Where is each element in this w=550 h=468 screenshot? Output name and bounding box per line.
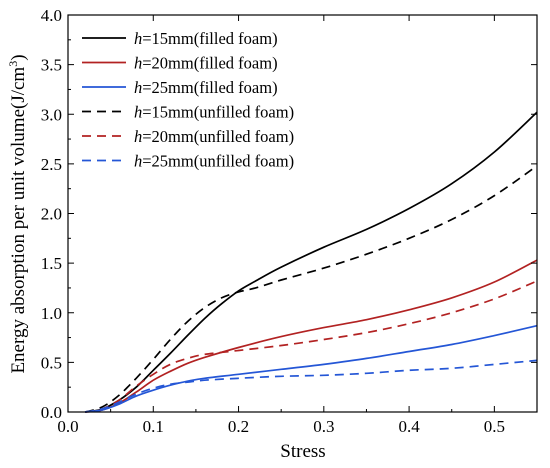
series-line-5	[84, 280, 538, 413]
y-tick-label: 1.0	[41, 304, 62, 323]
y-tick-label: 4.0	[41, 6, 62, 25]
y-tick-label: 0.5	[41, 353, 62, 372]
legend-label-italic: h	[134, 127, 142, 146]
legend: h=15mm(filled foam)h=20mm(filled foam)h=…	[82, 29, 294, 171]
x-tick-label: 0.3	[313, 417, 334, 436]
legend-label-4: h=15mm(unfilled foam)	[134, 103, 294, 122]
legend-label-italic: h	[134, 152, 142, 171]
legend-label-1: h=15mm(filled foam)	[134, 29, 278, 48]
legend-label-rest: =15mm(unfilled foam)	[142, 103, 294, 122]
legend-label-6: h=25mm(unfilled foam)	[134, 152, 294, 171]
legend-label-rest: =25mm(filled foam)	[142, 78, 277, 97]
y-tick-label: 3.5	[41, 56, 62, 75]
series-line-2	[85, 259, 538, 413]
y-tick-label: 2.5	[41, 155, 62, 174]
legend-label-rest: =25mm(unfilled foam)	[142, 152, 294, 171]
legend-label-rest: =20mm(unfilled foam)	[142, 127, 294, 146]
legend-label-3: h=25mm(filled foam)	[134, 78, 278, 97]
y-tick-label: 1.5	[41, 254, 62, 273]
x-axis-title: Stress	[280, 441, 325, 462]
series-line-6	[84, 359, 538, 413]
legend-label-italic: h	[134, 54, 142, 73]
legend-label-italic: h	[134, 29, 142, 48]
x-tick-label: 0.4	[398, 417, 420, 436]
x-tick-label: 0.5	[484, 417, 505, 436]
x-tick-label: 0.0	[57, 417, 78, 436]
series-line-3	[85, 324, 538, 413]
plot-frame	[67, 14, 538, 413]
legend-label-5: h=20mm(unfilled foam)	[134, 127, 294, 146]
y-tick-label: 0.0	[41, 403, 62, 422]
y-axis-title-superscript: 3	[6, 61, 20, 67]
x-tick-label: 0.1	[143, 417, 164, 436]
y-tick-label: 3.0	[41, 105, 62, 124]
series-line-4	[84, 165, 538, 413]
y-axis-title-end: )	[8, 54, 29, 60]
series-line-1	[84, 111, 538, 413]
y-axis-title-main: Energy absorption per unit volume(J/cm	[8, 67, 29, 374]
legend-label-italic: h	[134, 103, 142, 122]
series-layer	[84, 111, 538, 413]
legend-label-2: h=20mm(filled foam)	[134, 54, 278, 73]
legend-label-italic: h	[134, 78, 142, 97]
legend-label-rest: =15mm(filled foam)	[142, 29, 277, 48]
y-tick-label: 2.0	[41, 205, 62, 224]
legend-label-rest: =20mm(filled foam)	[142, 54, 277, 73]
x-tick-label: 0.2	[228, 417, 249, 436]
axes-layer: 0.0 0.1 0.2 0.3 0.4 0.5 0.0 0.5 1.0 1.5 2.0 2.5 3.0 3…	[41, 6, 538, 436]
y-axis-title: Energy absorption per unit volume(J/cm3)	[6, 54, 29, 373]
